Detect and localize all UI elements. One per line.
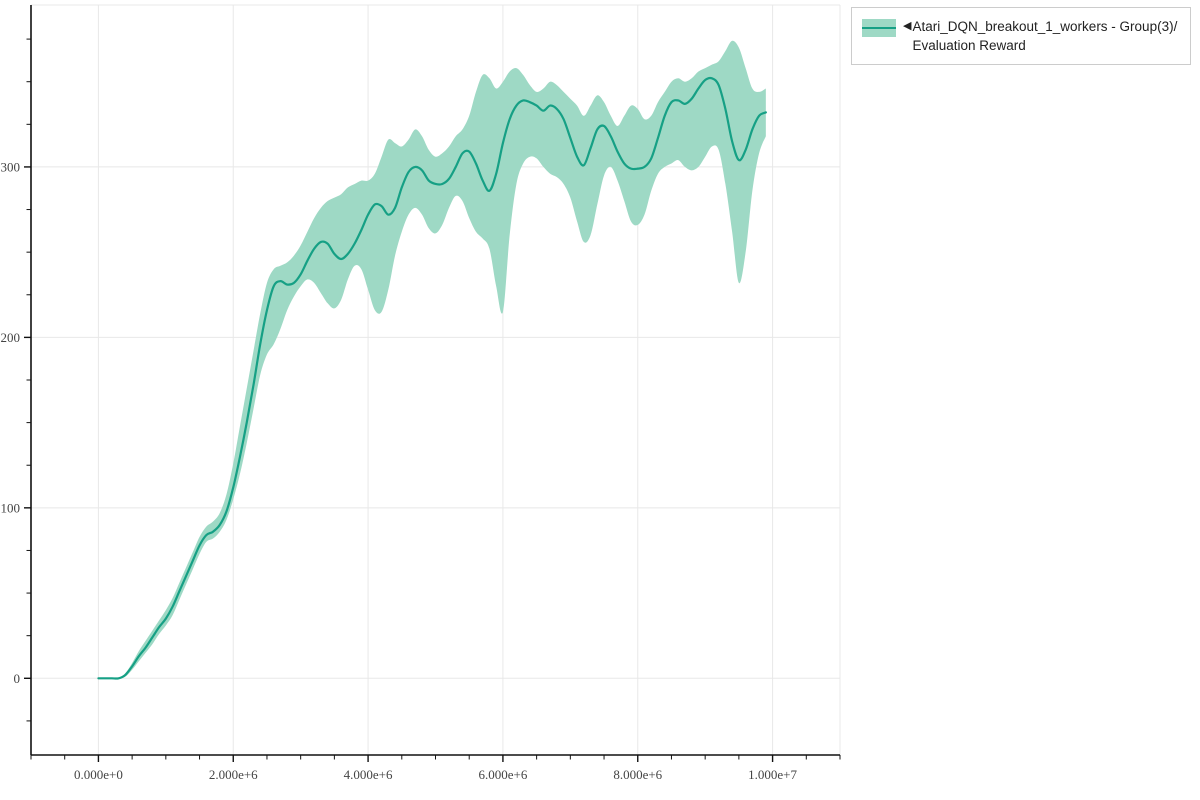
uncertainty-band xyxy=(98,40,766,679)
svg-text:200: 200 xyxy=(1,330,21,345)
svg-text:300: 300 xyxy=(1,159,21,174)
svg-text:8.000e+6: 8.000e+6 xyxy=(613,767,662,782)
svg-text:4.000e+6: 4.000e+6 xyxy=(344,767,393,782)
svg-text:2.000e+6: 2.000e+6 xyxy=(209,767,258,782)
legend-series-label[interactable]: Atari_DQN_breakout_1_workers - Group(3)/… xyxy=(912,19,1178,53)
svg-text:0.000e+0: 0.000e+0 xyxy=(74,767,123,782)
gridlines xyxy=(31,4,841,755)
mean-line xyxy=(97,76,767,680)
x-axis-ticks xyxy=(30,755,841,762)
svg-text:1.000e+7: 1.000e+7 xyxy=(748,767,797,782)
svg-text:0: 0 xyxy=(14,671,21,686)
legend-line-swatch xyxy=(862,27,896,29)
svg-text:100: 100 xyxy=(1,500,21,515)
y-axis-tick-labels: 0 100 200 300 xyxy=(1,159,21,685)
legend-swatch xyxy=(862,19,896,37)
legend-collapse-caret-icon[interactable]: ◀ xyxy=(903,20,912,32)
legend[interactable]: ◀ Atari_DQN_breakout_1_workers - Group(3… xyxy=(851,7,1191,65)
y-axis-ticks xyxy=(24,38,31,722)
x-axis-tick-labels: 0.000e+0 2.000e+6 4.000e+6 6.000e+6 8.000e+6… xyxy=(74,767,798,782)
svg-text:6.000e+6: 6.000e+6 xyxy=(478,767,527,782)
